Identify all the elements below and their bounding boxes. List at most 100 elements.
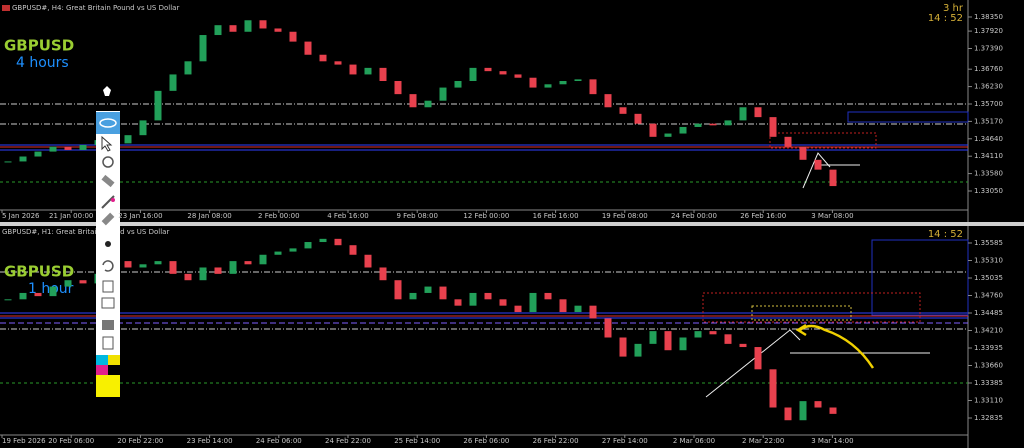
candle-body xyxy=(64,280,72,287)
candle-body xyxy=(229,25,237,32)
candle-body xyxy=(229,261,237,274)
line-button[interactable] xyxy=(101,195,115,209)
candle-body xyxy=(679,126,687,134)
undo-button[interactable] xyxy=(102,260,114,272)
x-tick-label: 3 Mar 08:00 xyxy=(811,212,853,220)
y-tick-label: 1.36230 xyxy=(974,83,1003,91)
candle-body xyxy=(184,61,192,75)
x-tick-label: 5 Jan 2026 xyxy=(2,212,40,220)
candle-body xyxy=(574,305,582,313)
cursor-button[interactable] xyxy=(101,135,113,152)
candle-body xyxy=(694,331,702,338)
candle-body xyxy=(19,156,27,162)
x-tick-label: 27 Feb 14:00 xyxy=(602,437,648,445)
candle-body xyxy=(634,113,642,124)
candle-body xyxy=(319,54,327,62)
eraser-button[interactable] xyxy=(101,174,115,188)
candle-body xyxy=(484,67,492,72)
candle-body xyxy=(454,81,462,88)
eye-button[interactable] xyxy=(96,112,120,134)
cart-button[interactable] xyxy=(101,297,115,309)
chart-header: GBPUSD#, H1: Great Britain Pound vs US D… xyxy=(2,228,169,236)
pen-icon[interactable] xyxy=(103,86,111,96)
trend-line xyxy=(705,329,801,398)
candle-body xyxy=(649,331,657,344)
timer: 14 : 52 xyxy=(928,229,963,240)
color-swatch[interactable] xyxy=(108,365,120,375)
panel-separator xyxy=(0,222,1024,226)
candle-body xyxy=(739,107,747,121)
candle-body xyxy=(619,337,627,357)
trash-button[interactable] xyxy=(102,280,114,293)
drawing-toolbar[interactable] xyxy=(96,86,120,397)
marker-button[interactable] xyxy=(101,212,115,226)
y-tick-label: 1.36760 xyxy=(974,65,1003,73)
candle-body xyxy=(829,407,837,414)
dot-button[interactable] xyxy=(105,241,111,247)
x-tick-label: 20 Feb 22:00 xyxy=(117,437,163,445)
candle-body xyxy=(499,299,507,306)
candle-body xyxy=(664,133,672,137)
y-tick-label: 1.35035 xyxy=(974,274,1003,282)
y-tick-label: 1.35585 xyxy=(974,239,1003,247)
color-swatch[interactable] xyxy=(96,355,108,365)
y-tick-label: 1.35700 xyxy=(974,100,1003,108)
candle-body xyxy=(724,120,732,126)
magnet-button[interactable] xyxy=(102,156,114,168)
candle-body xyxy=(79,280,87,284)
eye-icon xyxy=(99,118,117,128)
y-tick-label: 1.33050 xyxy=(974,187,1003,195)
candle-body xyxy=(424,100,432,108)
x-tick-label: 26 Feb 16:00 xyxy=(740,212,786,220)
candle-body xyxy=(454,299,462,306)
candle-body xyxy=(799,401,807,421)
candle-body xyxy=(694,123,702,127)
candle-body xyxy=(664,331,672,351)
chart-header: GBPUSD#, H4: Great Britain Pound vs US D… xyxy=(12,4,179,12)
candle-body xyxy=(379,267,387,281)
zone-rect xyxy=(769,132,877,149)
candle-body xyxy=(49,286,57,297)
candle-body xyxy=(589,305,597,319)
x-tick-label: 28 Jan 08:00 xyxy=(187,212,231,220)
candle-body xyxy=(439,286,447,300)
candle-body xyxy=(409,292,417,300)
candle-body xyxy=(559,81,567,85)
candle-body xyxy=(214,25,222,36)
candle-body xyxy=(184,273,192,281)
x-tick-label: 23 Jan 16:00 xyxy=(118,212,162,220)
color-swatch[interactable] xyxy=(108,355,120,365)
candle-body xyxy=(304,41,312,55)
candle-body xyxy=(559,299,567,313)
candle-body xyxy=(199,267,207,281)
y-tick-label: 1.33110 xyxy=(974,397,1003,405)
y-tick-label: 1.34640 xyxy=(974,135,1003,143)
candle-body xyxy=(139,120,147,136)
candle-body xyxy=(289,248,297,252)
y-tick-label: 1.33660 xyxy=(974,361,1003,369)
camera-button[interactable] xyxy=(102,320,114,330)
candle-body xyxy=(394,280,402,300)
x-tick-label: 26 Feb 22:00 xyxy=(533,437,579,445)
candle-body xyxy=(409,94,417,108)
candle-body xyxy=(274,251,282,255)
y-tick-label: 1.35170 xyxy=(974,117,1003,125)
candle-body xyxy=(709,123,717,126)
candle-body xyxy=(754,107,762,118)
y-tick-label: 1.33935 xyxy=(974,344,1003,352)
candle-body xyxy=(394,81,402,95)
dot xyxy=(111,198,115,202)
candle-body xyxy=(334,238,342,246)
y-tick-label: 1.37920 xyxy=(974,27,1003,35)
candle-body xyxy=(124,135,132,144)
x-tick-label: 21 Jan 00:00 xyxy=(49,212,93,220)
candle-body xyxy=(484,292,492,300)
x-tick-label: 24 Feb 00:00 xyxy=(671,212,717,220)
color-swatch[interactable] xyxy=(96,375,120,397)
y-tick-label: 1.32835 xyxy=(974,414,1003,422)
clipboard-button[interactable] xyxy=(102,336,114,350)
candle-body xyxy=(589,79,597,95)
y-tick-label: 1.34485 xyxy=(974,309,1003,317)
color-swatch[interactable] xyxy=(96,365,108,375)
